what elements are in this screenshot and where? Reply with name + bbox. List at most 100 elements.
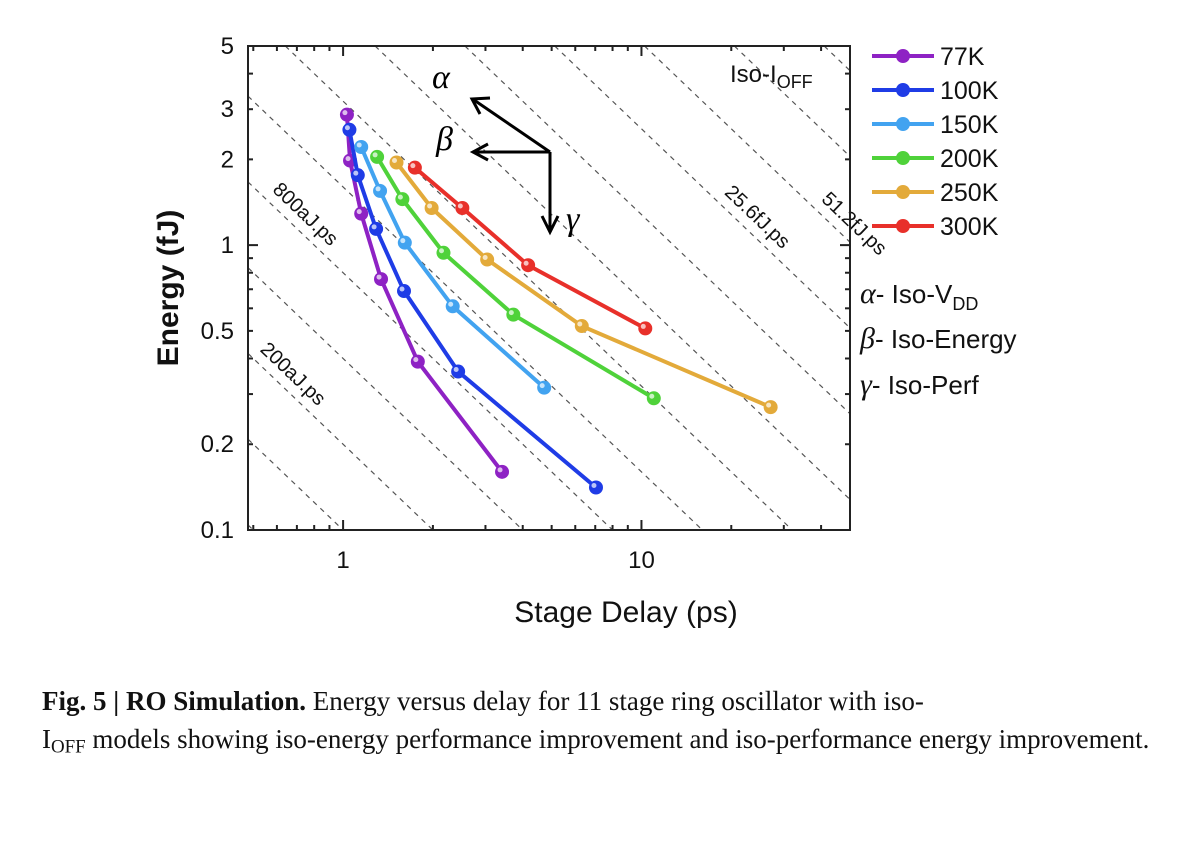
data-point bbox=[445, 299, 460, 314]
gamma-symbol: γ bbox=[566, 201, 581, 238]
y-axis-label: Energy (fJ) bbox=[152, 210, 185, 367]
series-150K bbox=[354, 140, 552, 395]
data-point bbox=[410, 354, 425, 369]
legend-marker bbox=[896, 219, 910, 233]
gamma-description: γ- Iso-Perf bbox=[860, 368, 980, 401]
data-point-highlight bbox=[448, 301, 454, 307]
axes: 1 10 0.1 0.2 0.5 1 2 3 5 bbox=[201, 33, 851, 574]
iso-product-lines bbox=[248, 46, 850, 530]
data-point bbox=[537, 380, 552, 395]
data-point bbox=[354, 206, 369, 221]
data-point-highlight bbox=[438, 248, 444, 254]
data-point-highlight bbox=[376, 274, 382, 280]
beta-description: β- Iso-Energy bbox=[859, 322, 1017, 355]
alpha-arrow bbox=[473, 98, 551, 154]
series-77K bbox=[339, 107, 510, 479]
data-point-highlight bbox=[400, 238, 406, 244]
data-point-highlight bbox=[342, 110, 348, 116]
legend-label: 100K bbox=[940, 77, 999, 105]
caption-text-2: models showing iso-energy performance im… bbox=[85, 724, 1150, 754]
series-group bbox=[339, 107, 778, 495]
data-point-highlight bbox=[591, 482, 597, 488]
iso-line bbox=[284, 46, 793, 530]
legend-marker bbox=[896, 151, 910, 165]
y-tick-label: 0.1 bbox=[201, 517, 234, 544]
iso-line-label: 25.6fJ.ps bbox=[720, 181, 794, 253]
data-point bbox=[370, 149, 385, 164]
data-point bbox=[521, 258, 536, 273]
data-point-highlight bbox=[508, 310, 514, 316]
iso-line bbox=[248, 95, 703, 530]
data-point-highlight bbox=[640, 323, 646, 329]
series-100K bbox=[342, 122, 603, 495]
legend-label: 200K bbox=[940, 145, 999, 173]
data-point-highlight bbox=[577, 321, 583, 327]
series-200K bbox=[370, 149, 661, 406]
legend-marker bbox=[896, 83, 910, 97]
series-300K bbox=[407, 160, 653, 336]
legend-marker bbox=[896, 117, 910, 131]
x-tick-label: 1 bbox=[336, 547, 349, 574]
iso-line bbox=[733, 46, 850, 157]
direction-arrows bbox=[469, 96, 560, 236]
data-point bbox=[397, 284, 412, 299]
y-tick-label: 0.2 bbox=[201, 431, 234, 458]
data-point-highlight bbox=[410, 163, 416, 169]
data-point-highlight bbox=[372, 152, 378, 158]
data-point bbox=[588, 480, 603, 495]
x-axis-label: Stage Delay (ps) bbox=[514, 596, 737, 629]
data-point bbox=[506, 307, 521, 322]
caption-ioff: I bbox=[42, 724, 51, 754]
legend-label: 77K bbox=[940, 43, 985, 71]
data-point bbox=[407, 160, 422, 175]
iso-line bbox=[374, 46, 850, 500]
data-point bbox=[373, 183, 388, 198]
data-point bbox=[436, 245, 451, 260]
data-point-highlight bbox=[344, 125, 350, 131]
data-point bbox=[395, 192, 410, 207]
data-point-highlight bbox=[399, 286, 405, 292]
legend: 77K 100K 150K 200K 250K 300K bbox=[872, 43, 999, 241]
legend-marker bbox=[896, 185, 910, 199]
data-point bbox=[646, 391, 661, 406]
iso-line bbox=[464, 46, 850, 415]
legend-item-250K: 250K bbox=[872, 179, 999, 207]
data-point bbox=[389, 155, 404, 170]
y-tick-label: 3 bbox=[221, 96, 234, 123]
data-point-highlight bbox=[397, 194, 403, 200]
iso-line-label: 800aJ.ps bbox=[268, 178, 342, 250]
iso-line bbox=[248, 181, 613, 530]
data-point-highlight bbox=[523, 260, 529, 266]
data-point-highlight bbox=[453, 367, 459, 373]
data-point bbox=[339, 107, 354, 122]
data-point bbox=[424, 200, 439, 215]
data-point-highlight bbox=[482, 255, 488, 261]
legend-item-200K: 200K bbox=[872, 145, 999, 173]
data-point bbox=[495, 464, 510, 479]
y-tick-label: 1 bbox=[221, 232, 234, 259]
caption-ioff-sub: OFF bbox=[51, 736, 86, 758]
y-tick-label: 5 bbox=[221, 33, 234, 60]
series-line bbox=[344, 114, 504, 474]
legend-marker bbox=[896, 49, 910, 63]
y-tick-label: 0.5 bbox=[201, 318, 234, 345]
data-point bbox=[342, 122, 357, 137]
caption-label: Fig. 5 | RO Simulation. bbox=[42, 686, 306, 716]
plot-frame bbox=[247, 45, 851, 531]
data-point bbox=[638, 321, 653, 336]
beta-arrowhead-icon bbox=[469, 142, 489, 162]
data-point-highlight bbox=[539, 383, 545, 389]
iso-line bbox=[248, 353, 434, 530]
gamma-arrowhead-icon bbox=[540, 215, 560, 236]
data-point bbox=[451, 364, 466, 379]
series-line bbox=[413, 166, 647, 331]
x-tick-label: 10 bbox=[628, 547, 655, 574]
data-point bbox=[455, 200, 470, 215]
legend-label: 300K bbox=[940, 213, 999, 241]
legend-item-300K: 300K bbox=[872, 213, 999, 241]
legend-item-100K: 100K bbox=[872, 77, 999, 105]
beta-symbol: β bbox=[435, 121, 453, 158]
data-point bbox=[354, 140, 369, 155]
alpha-symbol: α bbox=[432, 59, 451, 96]
